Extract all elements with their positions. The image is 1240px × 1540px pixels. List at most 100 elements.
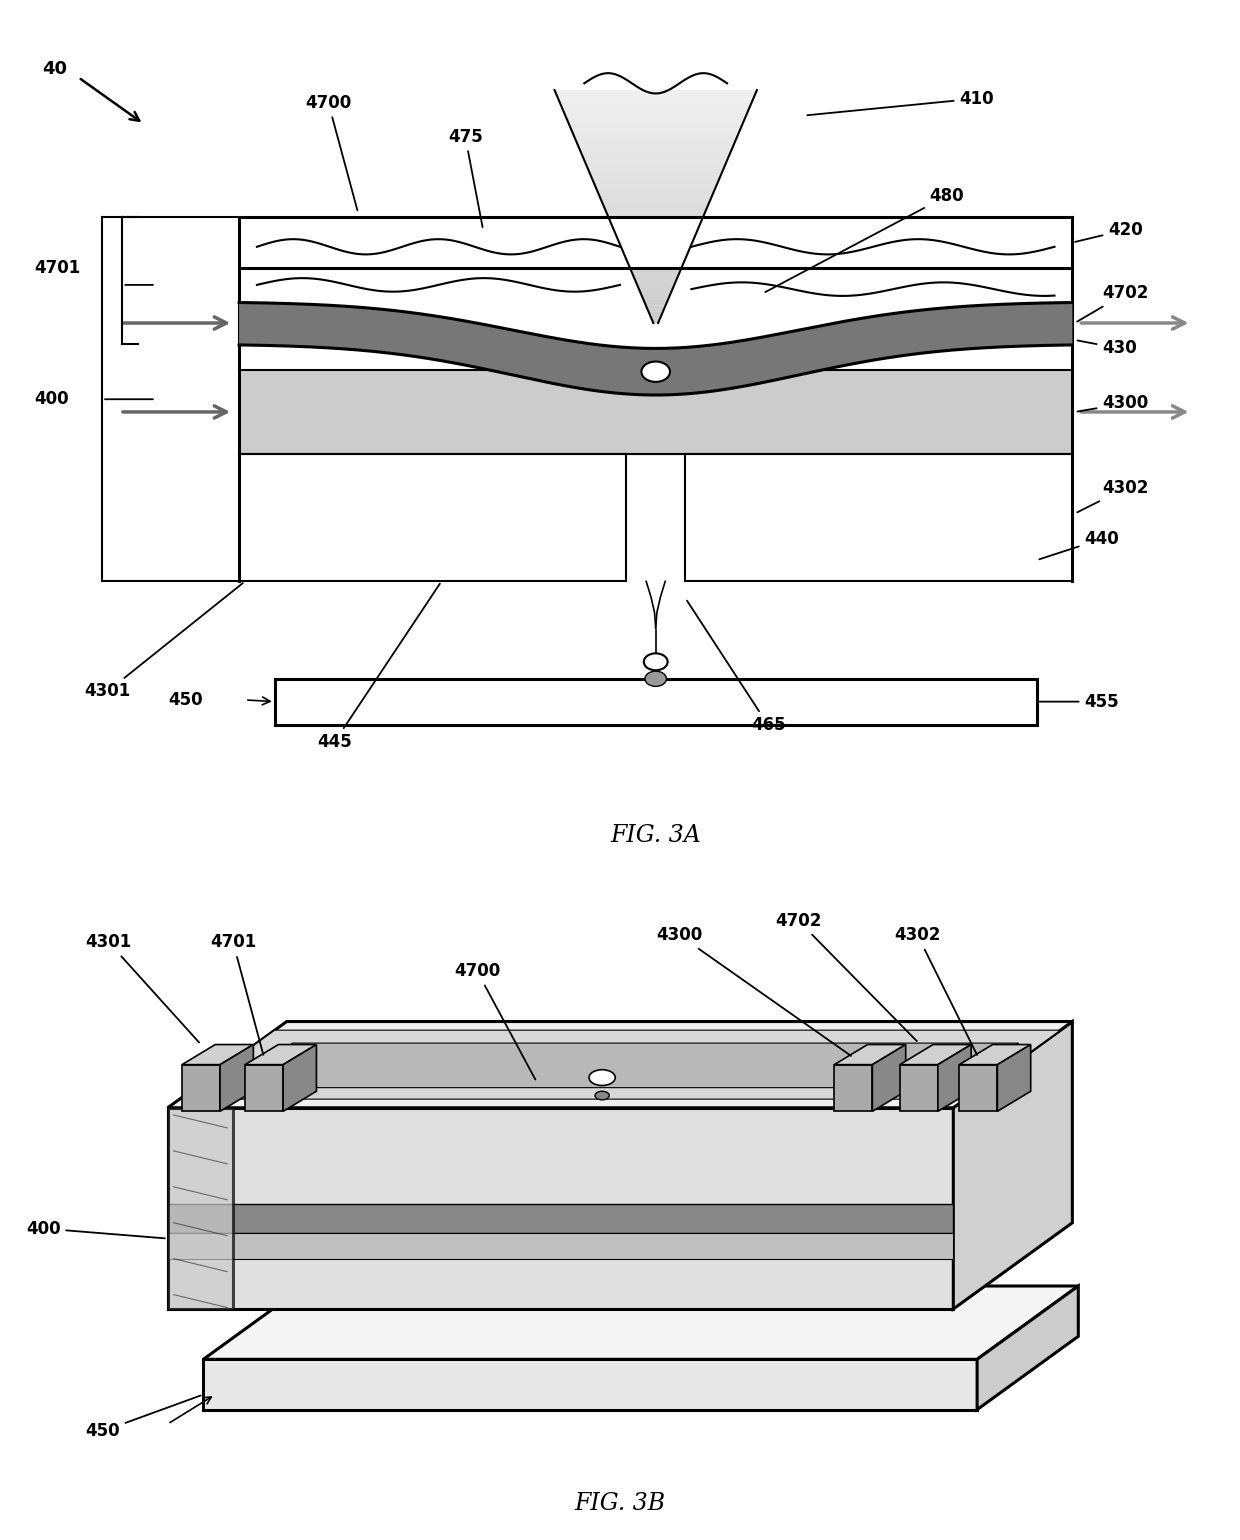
Polygon shape — [960, 1064, 997, 1112]
Text: 455: 455 — [1039, 693, 1118, 710]
Text: 4702: 4702 — [775, 912, 916, 1041]
Polygon shape — [641, 294, 671, 300]
Polygon shape — [562, 108, 749, 114]
Circle shape — [644, 653, 667, 670]
Text: 420: 420 — [1075, 220, 1143, 242]
Polygon shape — [649, 311, 663, 317]
Polygon shape — [167, 1204, 954, 1232]
Polygon shape — [636, 282, 676, 288]
Polygon shape — [587, 166, 725, 171]
Polygon shape — [634, 276, 678, 282]
Polygon shape — [591, 177, 720, 183]
Bar — [275, 679, 1037, 725]
Polygon shape — [997, 1044, 1030, 1112]
Text: 440: 440 — [1039, 530, 1118, 559]
Text: 475: 475 — [448, 128, 482, 226]
Polygon shape — [246, 1064, 283, 1112]
Text: 4301: 4301 — [84, 584, 243, 701]
Text: 4302: 4302 — [1078, 479, 1148, 513]
Text: 4300: 4300 — [656, 926, 851, 1056]
Polygon shape — [604, 206, 708, 213]
Polygon shape — [609, 219, 703, 223]
Polygon shape — [631, 271, 681, 276]
Text: 430: 430 — [1078, 339, 1137, 357]
Polygon shape — [239, 302, 1073, 394]
Text: 4700: 4700 — [305, 94, 357, 211]
Polygon shape — [182, 1064, 219, 1112]
Polygon shape — [283, 1044, 316, 1112]
Polygon shape — [639, 288, 673, 294]
Text: FIG. 3B: FIG. 3B — [574, 1492, 666, 1514]
Polygon shape — [182, 1044, 253, 1064]
Polygon shape — [644, 300, 668, 305]
Polygon shape — [167, 1107, 233, 1309]
Polygon shape — [589, 171, 723, 177]
Polygon shape — [599, 196, 713, 200]
Text: 465: 465 — [687, 601, 786, 735]
Text: 445: 445 — [317, 584, 440, 752]
Text: 4301: 4301 — [86, 933, 200, 1043]
Circle shape — [589, 1070, 615, 1086]
Polygon shape — [601, 200, 711, 206]
Polygon shape — [596, 189, 715, 196]
Text: 4300: 4300 — [1078, 394, 1148, 413]
Polygon shape — [584, 160, 727, 166]
Polygon shape — [614, 229, 698, 236]
Text: 4701: 4701 — [210, 933, 263, 1055]
Polygon shape — [954, 1021, 1073, 1309]
Polygon shape — [582, 154, 729, 160]
Circle shape — [595, 1092, 609, 1100]
Circle shape — [641, 362, 670, 382]
Text: 450: 450 — [169, 691, 203, 708]
Polygon shape — [646, 305, 666, 311]
Polygon shape — [960, 1044, 1030, 1064]
Polygon shape — [624, 253, 688, 259]
Text: 4701: 4701 — [35, 259, 81, 277]
Polygon shape — [619, 242, 693, 248]
Polygon shape — [167, 1107, 954, 1309]
Polygon shape — [577, 143, 734, 148]
Polygon shape — [594, 183, 718, 189]
Text: 4700: 4700 — [454, 962, 536, 1080]
Polygon shape — [554, 89, 756, 95]
Polygon shape — [203, 1360, 977, 1409]
Polygon shape — [900, 1064, 937, 1112]
Polygon shape — [626, 259, 686, 265]
Polygon shape — [246, 1044, 316, 1064]
Polygon shape — [606, 213, 706, 219]
Polygon shape — [579, 148, 732, 154]
Polygon shape — [221, 1043, 1019, 1087]
Polygon shape — [937, 1044, 971, 1112]
Text: 410: 410 — [807, 89, 994, 116]
Polygon shape — [559, 102, 751, 108]
Text: 400: 400 — [26, 1220, 165, 1238]
Polygon shape — [835, 1064, 873, 1112]
Text: 4702: 4702 — [1078, 285, 1148, 322]
Polygon shape — [219, 1044, 253, 1112]
Polygon shape — [616, 236, 696, 242]
Polygon shape — [574, 137, 737, 143]
Polygon shape — [977, 1286, 1079, 1409]
Text: 4302: 4302 — [894, 926, 977, 1055]
Polygon shape — [900, 1044, 971, 1064]
Text: 400: 400 — [35, 390, 69, 408]
Polygon shape — [651, 317, 661, 323]
Text: 40: 40 — [42, 60, 68, 79]
Text: 450: 450 — [86, 1395, 201, 1440]
Polygon shape — [180, 1030, 1060, 1100]
Polygon shape — [572, 131, 739, 137]
Text: 480: 480 — [765, 186, 965, 293]
Polygon shape — [557, 95, 754, 102]
Polygon shape — [203, 1286, 1079, 1360]
Polygon shape — [564, 114, 746, 119]
Polygon shape — [835, 1044, 905, 1064]
Polygon shape — [167, 1021, 1073, 1107]
Text: FIG. 3A: FIG. 3A — [610, 824, 701, 847]
Polygon shape — [167, 1232, 954, 1258]
Polygon shape — [629, 265, 683, 271]
Polygon shape — [621, 248, 691, 253]
Polygon shape — [873, 1044, 905, 1112]
Circle shape — [645, 671, 666, 687]
Polygon shape — [611, 223, 701, 229]
Polygon shape — [569, 125, 742, 131]
